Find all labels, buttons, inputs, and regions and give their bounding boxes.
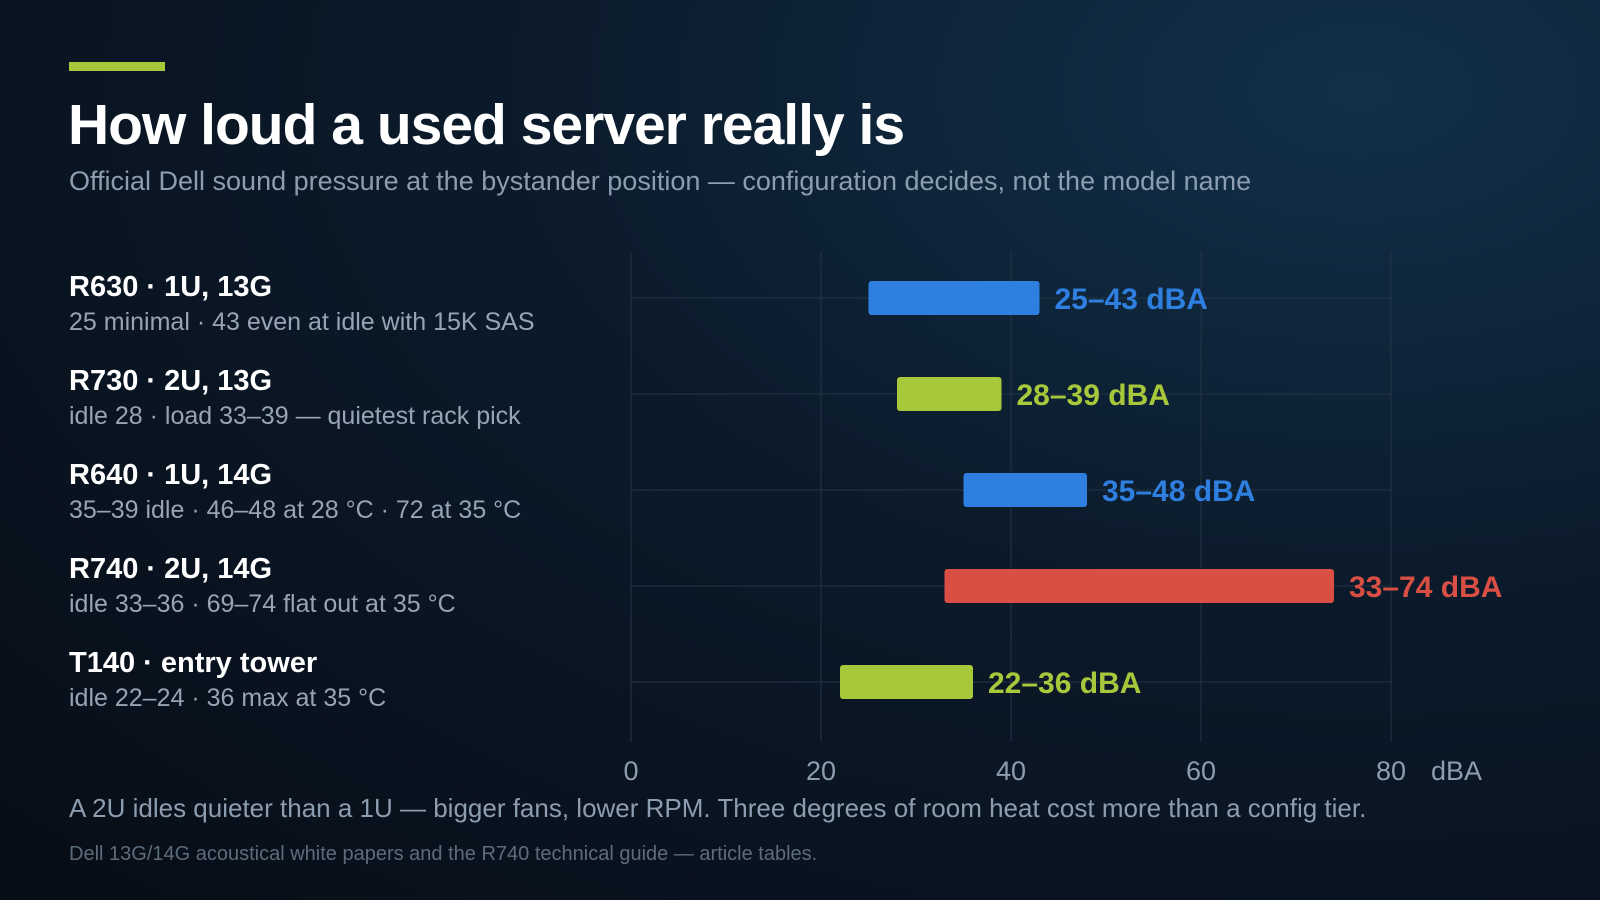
- row-label-r630: R630 · 1U, 13G 25 minimal · 43 even at i…: [69, 270, 535, 338]
- row-detail: 25 minimal · 43 even at idle with 15K SA…: [69, 308, 535, 336]
- range-bar: [840, 665, 973, 699]
- bar-value-label: 25–43 dBA: [1055, 283, 1208, 316]
- row-detail: idle 22–24 · 36 max at 35 °C: [69, 684, 387, 712]
- x-tick-label: 80: [1376, 756, 1406, 786]
- row-label-r640: R640 · 1U, 14G 35–39 idle · 46–48 at 28 …: [69, 458, 521, 526]
- source-note: Dell 13G/14G acoustical white papers and…: [69, 843, 818, 865]
- x-tick-label: 60: [1186, 756, 1216, 786]
- row-detail: 35–39 idle · 46–48 at 28 °C · 72 at 35 °…: [69, 496, 522, 524]
- bar-value-label: 35–48 dBA: [1102, 475, 1255, 508]
- row-label-t140: T140 · entry tower idle 22–24 · 36 max a…: [69, 646, 386, 714]
- range-bar: [944, 569, 1334, 603]
- row-detail: idle 28 · load 33–39 — quietest rack pic…: [69, 402, 521, 430]
- row-name: R730 · 2U, 13G: [69, 365, 273, 397]
- x-unit-label: dBA: [1431, 756, 1482, 786]
- x-tick-label: 40: [996, 756, 1026, 786]
- bar-value-label: 28–39 dBA: [1017, 379, 1170, 412]
- accent-bar: [69, 62, 165, 71]
- x-tick-label: 20: [806, 756, 836, 786]
- range-bar: [868, 281, 1040, 315]
- row-label-r730: R730 · 2U, 13G idle 28 · load 33–39 — qu…: [69, 364, 521, 432]
- row-name: R740 · 2U, 14G: [69, 553, 273, 585]
- range-bar: [897, 377, 1002, 411]
- range-bar: [963, 473, 1087, 507]
- bar-value-label: 33–74 dBA: [1349, 571, 1502, 604]
- row-label-r740: R740 · 2U, 14G idle 33–36 · 69–74 flat o…: [69, 552, 456, 620]
- chart-subtitle: Official Dell sound pressure at the byst…: [69, 166, 1252, 196]
- row-name: T140 · entry tower: [69, 647, 318, 679]
- row-detail: idle 33–36 · 69–74 flat out at 35 °C: [69, 590, 456, 618]
- footnote: A 2U idles quieter than a 1U — bigger fa…: [69, 793, 1367, 823]
- chart-title: How loud a used server really is: [68, 93, 905, 157]
- bar-value-label: 22–36 dBA: [988, 667, 1141, 700]
- x-tick-label: 0: [623, 756, 638, 786]
- row-name: R640 · 1U, 14G: [69, 459, 273, 491]
- row-name: R630 · 1U, 13G: [69, 271, 273, 303]
